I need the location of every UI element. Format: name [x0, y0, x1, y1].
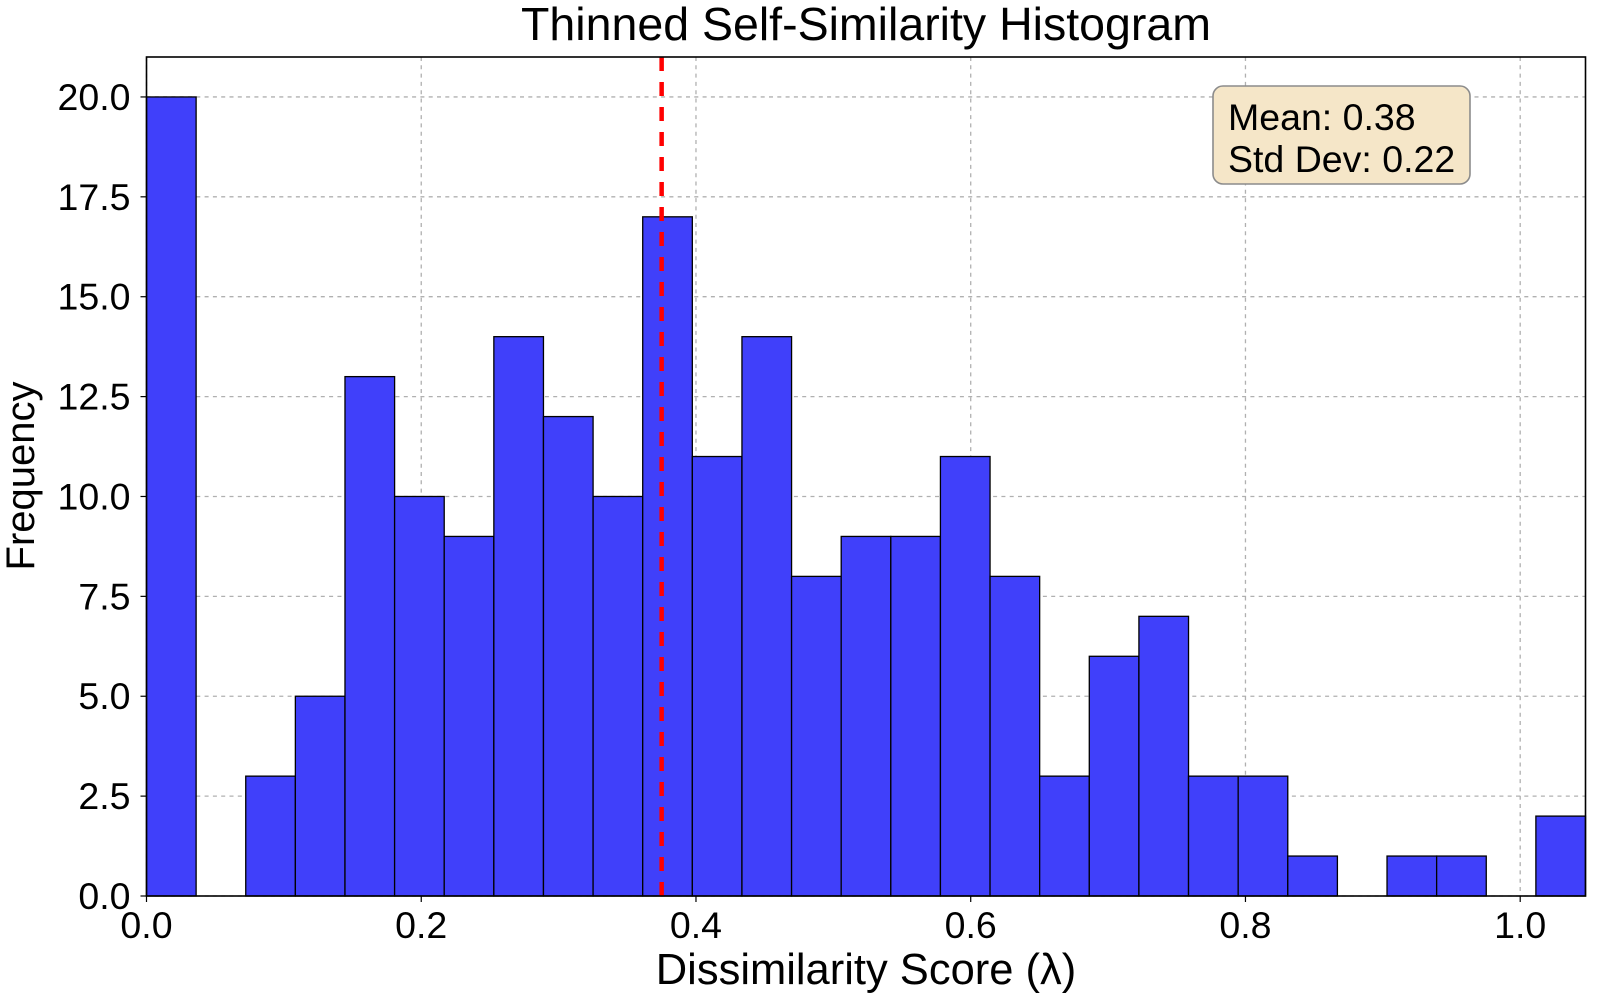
svg-text:12.5: 12.5	[58, 376, 131, 418]
svg-text:20.0: 20.0	[58, 76, 131, 118]
svg-text:Std Dev: 0.22: Std Dev: 0.22	[1228, 138, 1455, 180]
svg-text:5.0: 5.0	[78, 675, 130, 717]
svg-text:10.0: 10.0	[58, 475, 131, 517]
svg-text:Dissimilarity Score (λ): Dissimilarity Score (λ)	[656, 946, 1077, 994]
svg-text:17.5: 17.5	[58, 176, 131, 218]
svg-text:Thinned Self-Similarity Histog: Thinned Self-Similarity Histogram	[521, 0, 1211, 50]
svg-text:0.2: 0.2	[395, 904, 447, 946]
svg-text:1.0: 1.0	[1494, 904, 1546, 946]
svg-text:2.5: 2.5	[78, 775, 130, 817]
svg-text:0.6: 0.6	[945, 904, 997, 946]
svg-text:15.0: 15.0	[58, 276, 131, 318]
svg-text:0.0: 0.0	[120, 904, 172, 946]
svg-text:7.5: 7.5	[78, 575, 130, 617]
svg-text:Mean: 0.38: Mean: 0.38	[1228, 96, 1416, 138]
svg-text:Frequency: Frequency	[0, 382, 43, 571]
svg-text:0.4: 0.4	[670, 904, 722, 946]
svg-text:0.8: 0.8	[1219, 904, 1271, 946]
